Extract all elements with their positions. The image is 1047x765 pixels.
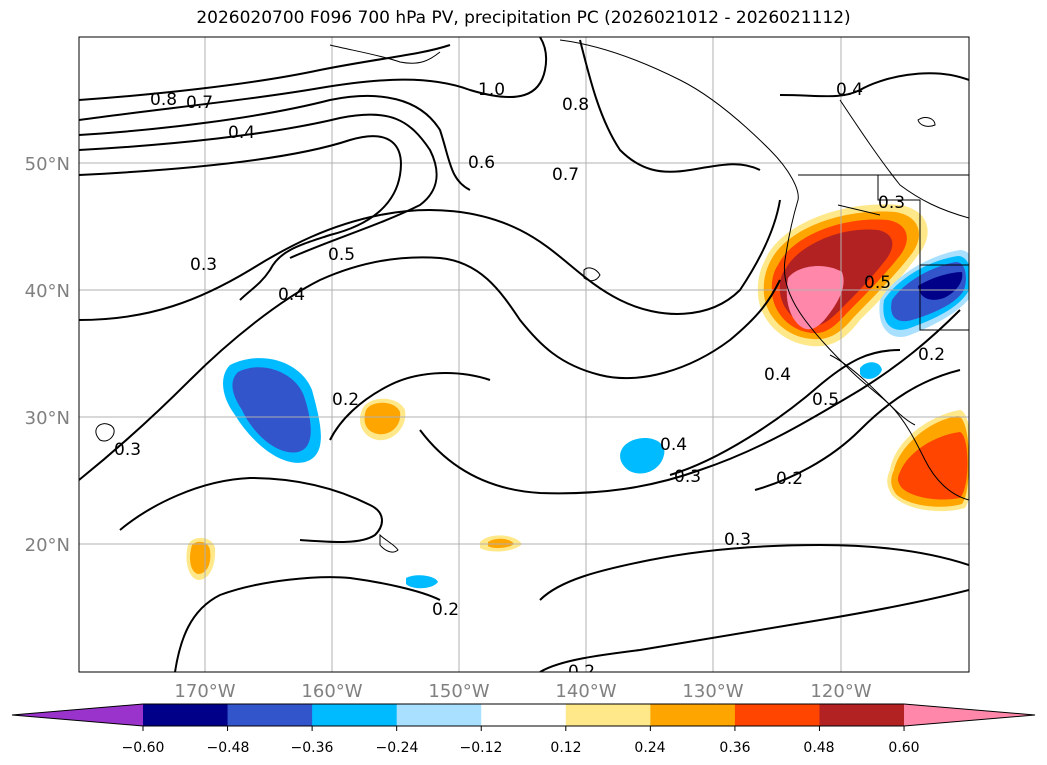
map-area [79, 37, 969, 672]
contour-label: 0.2 [568, 662, 595, 682]
contour-label: 0.3 [114, 440, 141, 460]
contour-label: 0.5 [864, 273, 891, 293]
colorbar-swatch [143, 704, 229, 726]
colorbar-tick: 0.60 [888, 740, 919, 756]
contour-label: 0.4 [764, 365, 791, 385]
contour-label: 0.8 [150, 90, 177, 110]
lon-labels: 170°W 160°W 150°W 140°W 130°W 120°W [174, 681, 871, 702]
lat-labels: 50°N 40°N 30°N 20°N [25, 154, 70, 556]
colorbar-tick: 0.12 [550, 740, 581, 756]
colorbar-tick: −0.60 [122, 740, 165, 756]
lon-label: 160°W [301, 681, 362, 702]
contour-label: 0.2 [918, 345, 945, 365]
colorbar-ticks: −0.60 −0.48 −0.36 −0.24 −0.12 0.12 0.24 … [122, 740, 920, 756]
lon-label: 170°W [174, 681, 235, 702]
contour-label: 0.2 [432, 600, 459, 620]
colorbar-tick: 0.48 [803, 740, 834, 756]
lon-label: 130°W [682, 681, 743, 702]
colorbar-tick: −0.12 [460, 740, 503, 756]
colorbar-swatch [650, 704, 736, 726]
colorbar-swatch [396, 704, 482, 726]
colorbar [11, 703, 1036, 731]
contour-label: 0.5 [328, 245, 355, 265]
colorbar-tick: −0.24 [376, 740, 419, 756]
lat-label: 50°N [25, 154, 70, 175]
contour-label: 0.8 [562, 95, 589, 115]
contour-labels: 0.8 0.7 0.4 1.0 0.8 0.4 0.6 0.7 0.3 0.5 … [114, 80, 945, 682]
precip-neg-mid [620, 437, 665, 474]
contour-label: 0.7 [552, 165, 579, 185]
lon-label: 150°W [428, 681, 489, 702]
colorbar-tick: 0.36 [719, 740, 750, 756]
pv-contours [79, 37, 969, 672]
lat-label: 40°N [25, 281, 70, 302]
colorbar-swatch [734, 704, 820, 726]
contour-label: 0.3 [724, 530, 751, 550]
contour-label: 0.5 [812, 390, 839, 410]
colorbar-swatch [565, 704, 651, 726]
colorbar-tick: −0.36 [291, 740, 334, 756]
contour-label: 0.4 [278, 285, 305, 305]
contour-label: 0.6 [468, 153, 495, 173]
contour-label: 0.2 [332, 390, 359, 410]
colorbar-swatch [819, 704, 905, 726]
map-title: 2026020700 F096 700 hPa PV, precipitatio… [196, 8, 851, 28]
lat-label: 30°N [25, 408, 70, 429]
contour-label: 0.4 [660, 435, 687, 455]
map-gridlines [79, 37, 969, 672]
lon-label: 120°W [810, 681, 871, 702]
colorbar-extend-max [904, 704, 1035, 726]
precip-shading [186, 204, 969, 589]
contour-label: 0.3 [878, 193, 905, 213]
contour-label: 0.4 [836, 80, 863, 100]
contour-label: 0.3 [674, 467, 701, 487]
colorbar-swatch [227, 704, 313, 726]
contour-label: 0.2 [776, 469, 803, 489]
contour-label: 1.0 [478, 80, 505, 100]
contour-label: 0.7 [186, 93, 213, 113]
colorbar-tick: −0.48 [207, 740, 250, 756]
coastlines [95, 39, 969, 553]
lon-label: 140°W [555, 681, 616, 702]
map-frame [78, 36, 970, 673]
contour-label: 0.3 [190, 255, 217, 275]
colorbar-swatch [481, 704, 567, 726]
colorbar-tick: 0.24 [634, 740, 665, 756]
colorbar-swatch [312, 704, 398, 726]
lat-label: 20°N [25, 535, 70, 556]
contour-label: 0.4 [228, 123, 255, 143]
colorbar-extend-min [12, 704, 143, 726]
